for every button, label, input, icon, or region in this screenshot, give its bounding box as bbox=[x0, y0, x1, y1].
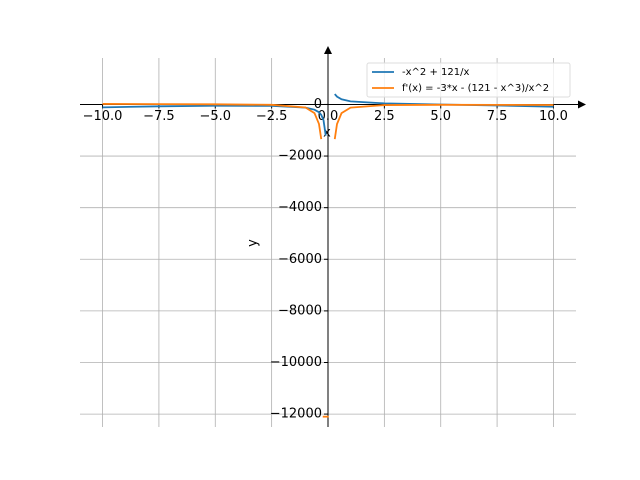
x-tick-label: 2.5 bbox=[374, 109, 395, 124]
y-axis-label: y bbox=[246, 239, 261, 247]
legend-label: f'(x) = -3*x - (121 - x^3)/x^2 bbox=[402, 83, 549, 94]
y-tick-label: −10000 bbox=[270, 355, 322, 370]
x-tick-label: 7.5 bbox=[487, 109, 508, 124]
x-tick-label: −5.0 bbox=[199, 109, 231, 124]
series-line bbox=[102, 103, 323, 140]
x-tick-label: −2.5 bbox=[256, 109, 288, 124]
x-tick-label: 5.0 bbox=[430, 109, 451, 124]
y-tick-label: −6000 bbox=[278, 252, 322, 267]
y-tick-label: −2000 bbox=[278, 149, 322, 164]
x-tick-label: −10.0 bbox=[83, 109, 123, 124]
x-axis-arrow bbox=[578, 100, 586, 109]
y-tick-label: −12000 bbox=[270, 407, 322, 422]
legend-box bbox=[366, 62, 571, 98]
legend: -x^2 + 121/x f'(x) = -3*x - (121 - x^3)/x… bbox=[366, 62, 571, 98]
x-axis-label: x bbox=[323, 126, 331, 141]
x-tick-label: −7.5 bbox=[143, 109, 175, 124]
y-axis-arrow bbox=[324, 46, 332, 54]
y-tick-label: −4000 bbox=[278, 200, 322, 215]
legend-label: -x^2 + 121/x bbox=[402, 67, 469, 78]
series-line bbox=[102, 104, 327, 136]
series-line bbox=[333, 103, 554, 140]
x-tick-label: 10.0 bbox=[539, 109, 568, 124]
y-tick-label: −8000 bbox=[278, 303, 322, 318]
